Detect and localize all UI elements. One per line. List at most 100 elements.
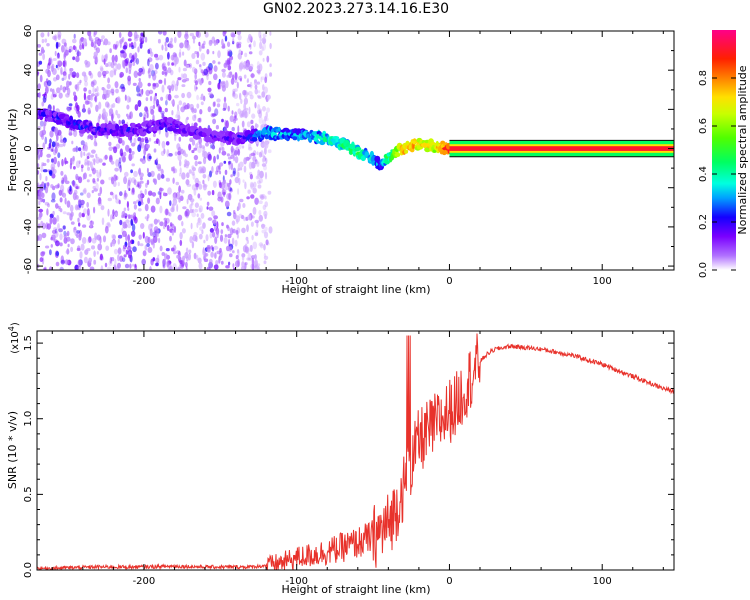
noise-speck [171, 247, 175, 252]
noise-speck [139, 243, 144, 247]
noise-speck [108, 108, 114, 115]
noise-speck [200, 52, 206, 61]
noise-speck [42, 222, 46, 230]
noise-speck [115, 88, 119, 94]
noise-speck [200, 93, 204, 101]
noise-speck [211, 246, 215, 252]
noise-speck [238, 62, 244, 70]
noise-speck [113, 69, 117, 76]
noise-speck [179, 263, 182, 267]
noise-speck [233, 93, 239, 99]
noise-speck [163, 77, 167, 86]
noise-speck [72, 45, 76, 50]
noise-speck [223, 237, 228, 244]
noise-speck [134, 52, 138, 60]
noise-speck [264, 226, 268, 232]
noise-speck [119, 137, 123, 143]
noise-speck [206, 48, 210, 55]
noise-speck [147, 246, 153, 253]
ridge-blob [355, 146, 362, 151]
noise-speck [249, 174, 253, 180]
noise-speck [259, 41, 263, 50]
noise-speck [87, 152, 91, 156]
noise-speck [210, 113, 216, 118]
noise-speck [237, 202, 241, 210]
noise-speck [99, 253, 103, 261]
noise-speck [191, 184, 197, 191]
noise-speck [256, 94, 261, 98]
noise-speck [196, 51, 200, 59]
noise-speck [92, 41, 97, 49]
noise-speck [225, 265, 230, 269]
x-tick-label: -200 [133, 276, 156, 287]
noise-speck [38, 52, 43, 56]
noise-speck [201, 229, 204, 235]
noise-speck [117, 262, 121, 269]
noise-speck [91, 245, 95, 250]
noise-speck [129, 263, 132, 269]
noise-speck [112, 103, 116, 108]
noise-speck [254, 88, 259, 95]
noise-speck [178, 197, 181, 203]
noise-speck [191, 171, 195, 176]
noise-speck [179, 42, 184, 49]
noise-speck [146, 218, 149, 222]
noise-speck [252, 187, 257, 194]
noise-speck [157, 173, 161, 181]
noise-speck [257, 184, 262, 189]
noise-speck [68, 103, 73, 107]
noise-speck [219, 182, 222, 188]
noise-speck [216, 103, 221, 108]
noise-speck [193, 147, 197, 151]
noise-speck [214, 108, 219, 116]
noise-speck [89, 221, 93, 228]
noise-speck [258, 177, 263, 184]
noise-speck [123, 195, 127, 200]
noise-speck [58, 143, 64, 148]
noise-speck [225, 80, 229, 89]
noise-speck [238, 49, 242, 55]
noise-speck [239, 167, 243, 171]
noise-speck [170, 207, 175, 213]
noise-speck [178, 172, 182, 177]
noise-speck [235, 255, 239, 260]
noise-speck [161, 113, 165, 119]
ridge-blob [172, 128, 179, 133]
noise-speck [246, 37, 251, 44]
noise-speck [264, 195, 267, 200]
noise-speck [193, 252, 197, 260]
noise-speck [130, 169, 134, 174]
noise-speck [57, 129, 62, 136]
noise-speck [93, 188, 98, 192]
noise-speck [119, 255, 124, 262]
ridge-blob [251, 137, 258, 142]
noise-speck [86, 213, 91, 221]
noise-speck [127, 38, 132, 42]
noise-speck [262, 57, 265, 62]
noise-speck [40, 220, 44, 228]
ridge-blob [142, 131, 147, 136]
noise-speck [71, 157, 75, 165]
y-tick-label: 1.0 [23, 411, 34, 427]
noise-speck [68, 45, 74, 53]
noise-speck [185, 261, 188, 268]
noise-speck [169, 235, 172, 242]
noise-speck [158, 54, 164, 61]
noise-speck [143, 112, 147, 116]
noise-speck [260, 243, 264, 249]
noise-speck [220, 260, 224, 265]
noise-speck [223, 102, 228, 111]
noise-speck [165, 248, 170, 252]
noise-speck [203, 156, 207, 165]
noise-speck [155, 262, 159, 267]
noise-speck [243, 74, 247, 79]
noise-speck [117, 113, 121, 119]
noise-speck [197, 217, 201, 224]
noise-speck [130, 218, 134, 226]
noise-speck [38, 200, 41, 206]
noise-speck [63, 50, 67, 55]
noise-speck [217, 50, 221, 59]
noise-speck [172, 166, 176, 174]
noise-speck [141, 142, 145, 149]
noise-speck [103, 58, 106, 65]
